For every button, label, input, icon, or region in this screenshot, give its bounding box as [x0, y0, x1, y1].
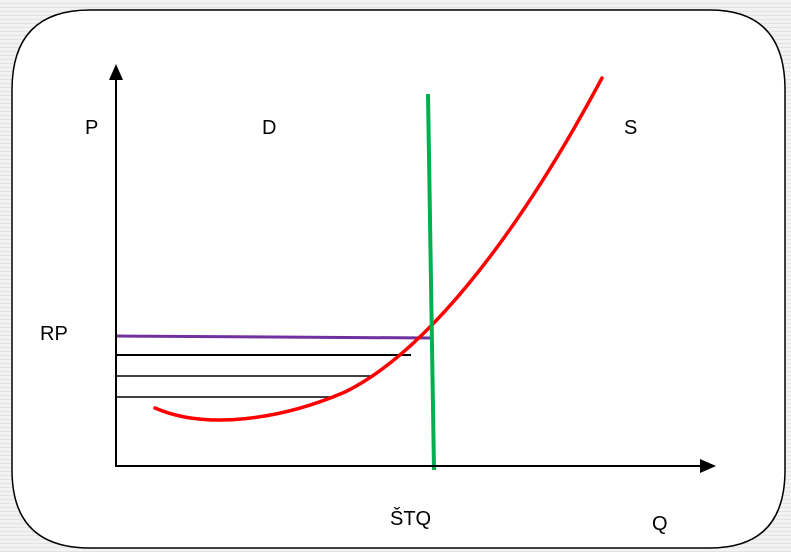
p-axis-label: P [85, 117, 98, 139]
supply-curve [153, 76, 604, 422]
x-axis-arrowhead [700, 459, 716, 473]
quantity-marker-label: ŠTQ [390, 507, 431, 530]
supply-label: S [624, 117, 637, 139]
q-axis-label: Q [652, 513, 668, 535]
y-axis-arrowhead [109, 64, 123, 80]
demand-label: D [262, 117, 276, 139]
rounded-frame [11, 9, 786, 549]
reserve-price-label: RP [40, 323, 68, 345]
demand-line [426, 93, 436, 471]
reserve-price-line [116, 334, 432, 340]
